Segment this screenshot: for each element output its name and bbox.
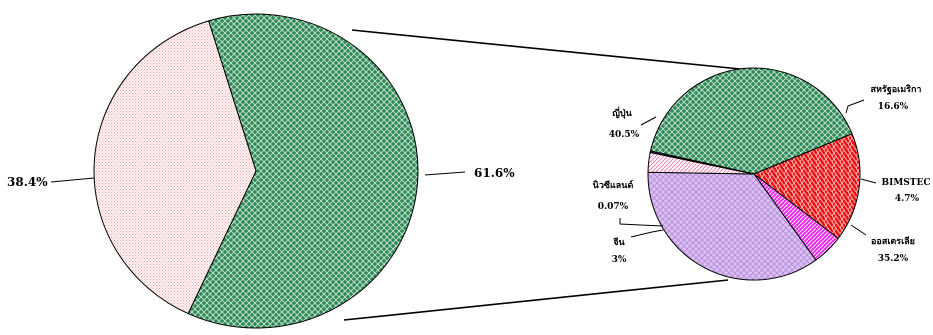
- label-newzealand-name: นิวซีแลนด์: [592, 179, 633, 191]
- connector-line-bottom: [343, 279, 729, 321]
- label-china-name: จีน: [613, 237, 626, 248]
- leader-main-left: [50, 177, 95, 183]
- label-australia-name: ออสเตรเลีย: [871, 236, 915, 247]
- sub-slice-australia: [647, 171, 817, 281]
- label-japan-pct: 40.5%: [609, 130, 640, 140]
- label-bimstec-pct: 4.7%: [895, 194, 920, 204]
- leader-australia: [850, 224, 867, 236]
- leader-main-right: [424, 171, 466, 176]
- main-slice-left: [93, 20, 257, 315]
- label-newzealand-pct: 0.07%: [598, 202, 629, 212]
- main-slice-right: [187, 13, 419, 329]
- sub-slice-newzealand: [649, 150, 755, 175]
- leader-newzealand: [619, 218, 664, 227]
- leader-china: [630, 229, 664, 238]
- main-label-right: 61.6%: [474, 166, 515, 180]
- label-bimstec-name: BIMSTEC: [882, 178, 931, 188]
- leader-japan: [640, 116, 657, 126]
- label-japan-name: ญี่ปุ่น: [612, 106, 632, 119]
- main-label-left: 38.4%: [7, 175, 48, 189]
- label-usa-name: สหรัฐอเมริกา: [871, 84, 922, 95]
- label-usa-pct: 16.6%: [878, 102, 909, 112]
- sub-slice-usa: [753, 133, 861, 240]
- connector-line-top: [351, 29, 751, 71]
- sub-slice-japan: [649, 67, 853, 175]
- leader-usa: [845, 99, 865, 114]
- label-china-pct: 3%: [612, 255, 627, 265]
- label-australia-pct: 35.2%: [878, 254, 909, 264]
- leader-bimstec: [860, 178, 877, 184]
